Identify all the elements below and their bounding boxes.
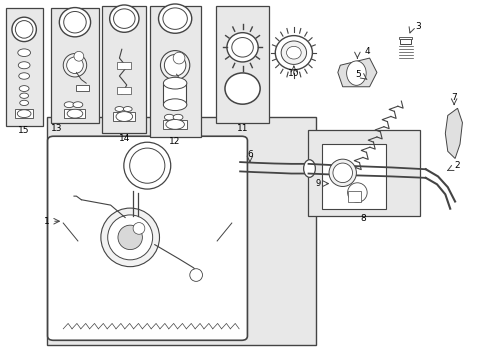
Ellipse shape (64, 12, 86, 33)
Ellipse shape (166, 120, 184, 129)
Bar (15, 109, 33, 118)
Bar (399, 37, 412, 40)
Polygon shape (445, 108, 463, 158)
Ellipse shape (114, 9, 135, 28)
Text: 11: 11 (237, 123, 248, 132)
Ellipse shape (73, 102, 83, 108)
Ellipse shape (232, 37, 253, 57)
Bar (5, 8, 43, 126)
Ellipse shape (18, 49, 30, 57)
Bar (64, 109, 85, 118)
Text: 7: 7 (451, 93, 457, 102)
Ellipse shape (20, 100, 28, 105)
Ellipse shape (67, 109, 83, 118)
Ellipse shape (118, 225, 143, 249)
Bar (150, 6, 201, 137)
Ellipse shape (124, 142, 171, 189)
Ellipse shape (18, 62, 30, 69)
Ellipse shape (190, 269, 202, 282)
Ellipse shape (110, 5, 139, 32)
Text: 2: 2 (454, 161, 460, 170)
Ellipse shape (63, 54, 87, 77)
Bar (347, 191, 361, 202)
Ellipse shape (133, 222, 145, 234)
Text: 4: 4 (365, 47, 370, 56)
Ellipse shape (227, 33, 258, 62)
Ellipse shape (67, 57, 83, 73)
Bar (102, 6, 147, 134)
Text: 8: 8 (361, 214, 367, 223)
Text: 14: 14 (119, 134, 130, 143)
Bar (117, 87, 131, 94)
Ellipse shape (163, 8, 187, 30)
Ellipse shape (115, 107, 124, 112)
Ellipse shape (19, 86, 29, 91)
Ellipse shape (19, 73, 29, 79)
Bar (113, 112, 135, 121)
Polygon shape (338, 58, 377, 87)
Ellipse shape (17, 110, 31, 118)
Bar (400, 40, 411, 44)
Ellipse shape (108, 215, 153, 260)
Text: 9: 9 (316, 179, 321, 188)
Bar (322, 144, 386, 209)
Ellipse shape (225, 73, 260, 104)
Text: 10: 10 (288, 69, 299, 78)
Ellipse shape (304, 160, 316, 177)
Ellipse shape (123, 107, 132, 112)
Bar (308, 130, 420, 216)
Ellipse shape (12, 17, 36, 42)
Text: 5: 5 (356, 71, 361, 80)
Bar (47, 117, 316, 345)
Text: 3: 3 (415, 22, 421, 31)
Ellipse shape (59, 8, 91, 37)
Ellipse shape (346, 61, 366, 85)
Ellipse shape (15, 21, 33, 38)
Ellipse shape (64, 102, 74, 108)
Ellipse shape (74, 51, 84, 61)
Ellipse shape (333, 163, 352, 183)
Bar (76, 85, 89, 91)
Ellipse shape (130, 148, 165, 183)
Text: 13: 13 (51, 125, 63, 134)
Text: 1: 1 (44, 217, 49, 226)
Text: 15: 15 (19, 126, 30, 135)
Ellipse shape (164, 114, 174, 120)
FancyBboxPatch shape (48, 136, 247, 340)
Ellipse shape (347, 183, 367, 202)
Ellipse shape (20, 93, 28, 98)
Ellipse shape (160, 51, 190, 80)
Ellipse shape (163, 99, 187, 111)
Ellipse shape (116, 112, 133, 121)
Ellipse shape (101, 208, 159, 267)
Ellipse shape (159, 4, 192, 33)
Bar (216, 6, 270, 123)
Ellipse shape (329, 159, 356, 186)
Bar (50, 8, 99, 123)
Ellipse shape (275, 36, 313, 70)
Ellipse shape (164, 54, 186, 76)
Bar (117, 62, 131, 69)
Text: 6: 6 (247, 150, 253, 159)
Ellipse shape (173, 114, 183, 120)
Ellipse shape (163, 77, 187, 89)
Bar (163, 83, 186, 105)
Ellipse shape (281, 41, 307, 64)
Text: 12: 12 (170, 137, 181, 146)
Ellipse shape (173, 52, 185, 64)
Bar (163, 120, 187, 129)
Ellipse shape (287, 46, 301, 59)
